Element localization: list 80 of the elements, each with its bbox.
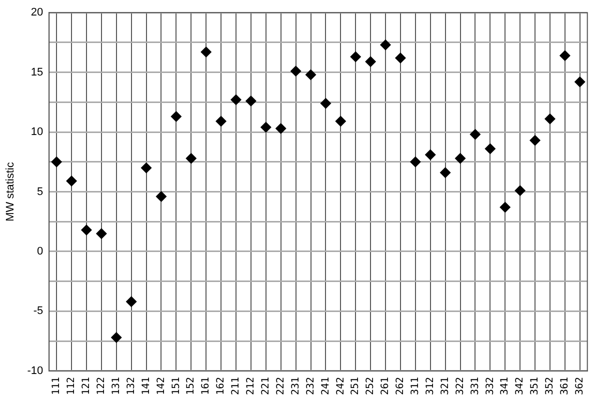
point — [200, 46, 212, 58]
x-tick-label: 342 — [514, 376, 526, 395]
point — [394, 52, 406, 64]
x-tick-label: 252 — [365, 376, 376, 395]
point — [424, 149, 436, 160]
x-tick-label: 341 — [500, 376, 511, 395]
point — [96, 228, 107, 240]
x-tick-label: 131 — [110, 376, 122, 395]
point — [530, 134, 541, 146]
x-tick-label: 242 — [335, 376, 346, 395]
point — [290, 66, 302, 77]
point — [544, 113, 556, 124]
point — [365, 56, 376, 68]
x-tick-label: 162 — [216, 376, 227, 395]
x-tick-label: 332 — [484, 376, 496, 395]
y-tick-label: 15 — [30, 66, 44, 78]
x-tick-label: 231 — [290, 376, 302, 395]
point — [454, 152, 466, 164]
x-tick-label: 232 — [305, 376, 316, 395]
point — [500, 202, 511, 213]
point — [335, 116, 346, 127]
x-tick-label: 161 — [200, 376, 212, 395]
point — [80, 224, 92, 236]
x-tick-label: 112 — [66, 376, 78, 395]
x-tick-label: 132 — [126, 376, 137, 395]
point — [216, 116, 227, 127]
point — [574, 76, 586, 88]
x-tick-label: 311 — [410, 376, 422, 395]
y-tick-label: 0 — [36, 246, 44, 258]
point — [350, 51, 362, 62]
x-tick-label: 352 — [544, 376, 556, 395]
y-tick-label: 5 — [36, 186, 44, 198]
x-tick-label: 221 — [260, 376, 272, 395]
x-tick-label: 142 — [156, 376, 167, 395]
x-tick-label: 212 — [246, 376, 257, 395]
x-tick-label: 122 — [96, 376, 108, 395]
point — [514, 185, 526, 196]
point — [305, 69, 316, 80]
x-tick-label: 151 — [170, 376, 182, 395]
point — [410, 156, 421, 168]
point — [275, 122, 286, 134]
y-tick-label: 20 — [30, 6, 44, 19]
point — [110, 332, 122, 343]
x-tick-label: 322 — [454, 376, 466, 395]
point — [440, 167, 451, 178]
y-tick-label: -10 — [27, 364, 44, 377]
x-tick-label: 351 — [530, 376, 541, 395]
x-tick-label: 241 — [320, 376, 332, 395]
point — [320, 98, 332, 109]
x-tick-label: 321 — [440, 376, 451, 395]
x-tick-label: 211 — [230, 376, 242, 395]
x-tick-label: 152 — [186, 376, 197, 395]
y-tick-label: 10 — [30, 126, 44, 138]
x-tick-label: 222 — [275, 376, 286, 395]
x-tick-label: 251 — [350, 376, 362, 395]
point — [470, 128, 481, 140]
y-tick-label: -5 — [33, 305, 44, 318]
point — [380, 39, 392, 50]
x-tick-label: 312 — [424, 376, 436, 395]
point — [260, 122, 272, 133]
point — [51, 156, 62, 168]
x-tick-label: 111 — [51, 376, 62, 395]
point — [170, 111, 182, 122]
x-tick-label: 331 — [470, 376, 481, 395]
point — [559, 50, 570, 62]
x-tick-label: 361 — [560, 376, 571, 395]
point — [230, 94, 242, 106]
x-tick-label: 262 — [395, 376, 406, 395]
y-axis-title: MW statistic — [4, 162, 17, 222]
point — [156, 191, 167, 202]
x-tick-label: 362 — [574, 376, 586, 395]
point — [66, 176, 78, 187]
x-tick-label: 121 — [81, 376, 92, 395]
point — [186, 152, 197, 164]
point — [245, 95, 256, 106]
x-tick-label: 261 — [380, 376, 392, 395]
x-tick-label: 141 — [140, 376, 152, 395]
point — [126, 296, 137, 308]
point — [140, 162, 152, 174]
point — [484, 143, 496, 154]
